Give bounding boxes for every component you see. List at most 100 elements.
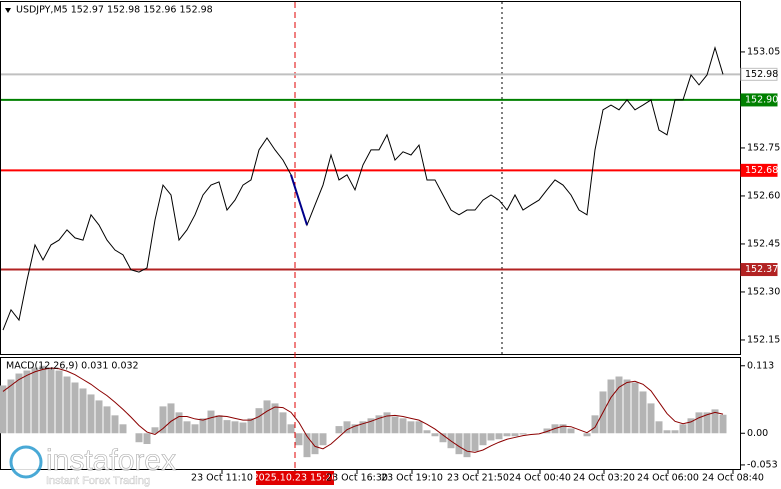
macd-bar (335, 426, 343, 434)
macd-bar (263, 400, 271, 434)
macd-bar (207, 410, 215, 434)
macd-bar (63, 376, 71, 434)
y-tick-label: 0.113 (747, 360, 774, 371)
series-line (2, 367, 724, 453)
macd-bar (239, 422, 247, 434)
macd-bar (415, 421, 423, 434)
macd-bar (407, 421, 415, 434)
level-tag (740, 163, 778, 177)
y-tick-label: 152.60 (747, 190, 780, 201)
macd-bar (39, 365, 47, 434)
macd-bar (375, 415, 383, 434)
macd-bar (71, 382, 79, 434)
x-tick-label: 24 Oct 00:40 (509, 473, 571, 484)
macd-bar (343, 421, 351, 434)
macd-bar (559, 424, 567, 434)
macd-bar (631, 382, 639, 434)
macd-bar (431, 433, 439, 437)
macd-bar (383, 412, 391, 434)
macd-bar (439, 433, 447, 443)
macd-bar (223, 420, 231, 434)
series-line (290, 174, 308, 226)
macd-bar (231, 421, 239, 434)
level-tag (740, 67, 778, 81)
macd-bar (199, 418, 207, 434)
macd-bar (719, 414, 727, 434)
macd-bar (671, 430, 679, 434)
y-tick-label: 152.45 (747, 238, 780, 249)
macd-bar (567, 428, 575, 434)
macd-bar (487, 433, 495, 441)
macd-bar (623, 379, 631, 434)
x-tick-label: 2025.10.23 15:20 (253, 473, 338, 484)
chart-header: USDJPY,M5 152.97 152.98 152.96 152.98 (16, 5, 213, 16)
macd-bar (543, 428, 551, 434)
macd-bar (183, 421, 191, 434)
macd-bar (287, 424, 295, 434)
macd-bar (79, 388, 87, 434)
macd-bar (511, 433, 519, 437)
level-label: 152.37 (745, 264, 778, 275)
watermark: instaforex Instant Forex Trading (9, 444, 176, 487)
x-label-highlight (256, 471, 334, 485)
macd-bar (23, 370, 31, 434)
macd-bar (95, 400, 103, 434)
y-tick-label: 152.75 (747, 142, 780, 153)
series-line (2, 46, 724, 331)
price-layer (1, 46, 740, 331)
level-label: 152.90 (745, 94, 778, 105)
y-tick-label: 152.15 (747, 334, 780, 345)
macd-bar (463, 433, 471, 458)
level-tag (740, 263, 778, 277)
macd-bar (711, 409, 719, 434)
level-label: 152.98 (745, 69, 778, 80)
macd-bar (583, 433, 591, 437)
macd-bar (647, 403, 655, 434)
macd-bar (7, 379, 15, 434)
macd-bar (159, 406, 167, 434)
macd-bar (423, 430, 431, 434)
macd-bar (191, 424, 199, 434)
macd-title: MACD(12,26,9) 0.031 0.032 (6, 361, 139, 372)
macd-bar (175, 412, 183, 434)
x-tick-label: 24 Oct 08:40 (702, 473, 764, 484)
macd-bar (31, 367, 39, 434)
x-tick-label: 23 Oct 16:30 (326, 473, 388, 484)
y-tick-label: -0.053 (747, 459, 778, 470)
macd-bar (695, 412, 703, 434)
macd-bar (655, 421, 663, 434)
macd-bar (303, 433, 311, 458)
x-tick-label: 24 Oct 06:00 (637, 473, 699, 484)
macd-bar (87, 394, 95, 434)
macd-bar (271, 403, 279, 434)
macd-bar (103, 406, 111, 434)
macd-bar (479, 433, 487, 446)
macd-bar (247, 418, 255, 434)
level-label: 152.68 (745, 165, 778, 176)
x-tick-label: 23 Oct 19:10 (381, 473, 443, 484)
macd-bar (47, 367, 55, 434)
macd-bar (111, 415, 119, 434)
macd-bar (359, 421, 367, 434)
macd-bar (591, 415, 599, 434)
macd-bar (295, 433, 303, 446)
macd-bar (351, 424, 359, 434)
macd-bar (319, 433, 327, 446)
y-tick-label: 0.00 (747, 428, 768, 439)
macd-bar (167, 403, 175, 434)
macd-bar (311, 433, 319, 455)
macd-bar (495, 433, 503, 440)
watermark-brand: instaforex (46, 444, 176, 477)
watermark-logo (9, 445, 43, 479)
macd-bar (615, 376, 623, 434)
x-tick-label: 23 Oct 21:50 (447, 473, 509, 484)
macd-bar (519, 433, 527, 435)
level-tag (740, 93, 778, 107)
x-tick-label: 24 Oct 03:20 (573, 473, 635, 484)
price-panel (0, 1, 741, 355)
macd-bar (391, 416, 399, 434)
dropdown-icon[interactable] (5, 8, 11, 13)
macd-bar (679, 424, 687, 434)
macd-bar (151, 427, 159, 434)
